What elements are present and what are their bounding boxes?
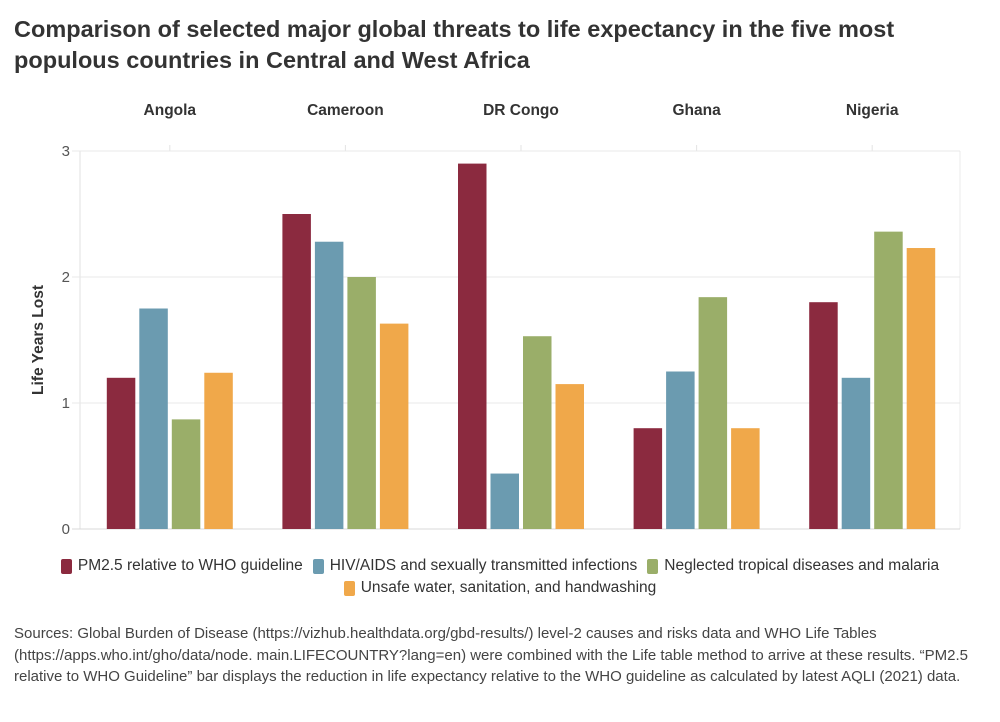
bar [523,336,552,529]
bar [874,231,903,529]
bar [490,473,519,529]
bar-chart: 0 1 2 3 Life Years Lost Angola Cameroon DR Cong… [30,102,961,538]
bar [458,163,487,529]
bar [204,372,233,529]
chart-title: Comparison of selected major global thre… [14,16,895,73]
legend-label: PM2.5 relative to WHO guideline [77,557,303,574]
bar [731,428,760,529]
bar [171,419,201,529]
legend-swatch [60,558,72,574]
sources-note: Sources: Global Burden of Disease (https… [14,625,968,685]
legend-swatch [343,580,355,596]
bar [633,428,663,529]
bar [698,297,728,529]
legend-item[interactable]: PM2.5 relative to WHO guideline [60,557,303,575]
bar [906,248,936,529]
legend-swatch [647,558,659,574]
bar [379,323,409,529]
bar [666,371,695,529]
legend-label: HIV/AIDS and sexually transmitted infect… [329,557,638,574]
bar [555,384,584,529]
legend-label: Neglected tropical diseases and malaria [664,557,940,574]
chart-legend: PM2.5 relative to WHO guideline HIV/AIDS … [14,557,986,597]
y-tick-label: 0 [62,521,70,538]
bar [809,302,838,529]
category-label: Nigeria [846,102,899,119]
legend-item[interactable]: Neglected tropical diseases and malaria [647,557,939,575]
category-label: DR Congo [483,102,559,119]
legend-label: Unsafe water, sanitation, and handwashin… [360,579,657,596]
y-tick-label: 2 [62,269,70,286]
bar [282,214,311,529]
legend-item[interactable]: Unsafe water, sanitation, and handwashin… [343,579,657,597]
bar [139,308,168,529]
bar [841,377,871,529]
legend-swatch [312,558,324,574]
bar [314,241,344,529]
y-axis-label: Life Years Lost [30,285,47,395]
category-label: Angola [144,102,197,119]
y-tick-label: 3 [62,143,70,160]
y-tick-label: 1 [62,395,70,412]
category-label: Cameroon [307,102,384,119]
legend-item[interactable]: HIV/AIDS and sexually transmitted infect… [312,557,638,575]
bar [106,377,136,529]
category-label: Ghana [672,102,721,119]
bar [347,277,376,529]
